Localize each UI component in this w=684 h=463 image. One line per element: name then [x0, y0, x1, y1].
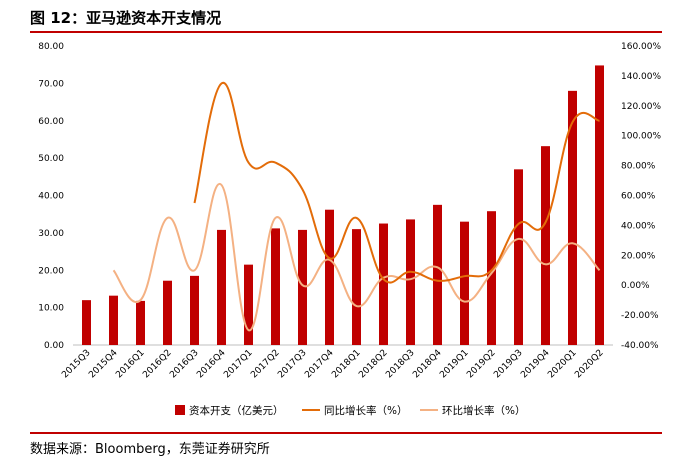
capex-bar: [298, 229, 307, 345]
x-tick-label: 2017Q3: [276, 348, 308, 380]
x-tick-label: 2019Q1: [438, 348, 470, 380]
y-right-tick-label: 60.00%: [621, 192, 656, 202]
y-right-tick-label: 120.00%: [621, 102, 661, 112]
y-left-tick-label: 10.00: [38, 304, 64, 314]
capex-bar: [325, 209, 334, 345]
y-right-tick-label: 100.00%: [621, 132, 661, 142]
capex-bar: [109, 295, 118, 345]
x-tick-label: 2017Q4: [303, 348, 336, 381]
y-left-tick-label: 0.00: [44, 341, 64, 351]
x-tick-label: 2016Q1: [114, 348, 146, 380]
y-right-tick-label: 140.00%: [621, 72, 661, 82]
y-left-tick-label: 20.00: [38, 266, 64, 276]
x-tick-label: 2016Q4: [195, 348, 228, 381]
capex-bar: [568, 90, 577, 345]
y-right-tick-label: 40.00%: [621, 221, 656, 231]
capex-bar: [352, 229, 361, 345]
x-tick-label: 2016Q3: [168, 348, 200, 380]
y-right-tick-label: -40.00%: [621, 341, 659, 351]
x-tick-label: 2018Q1: [330, 348, 362, 380]
qoq-growth-line: [112, 183, 601, 332]
x-tick-label: 2017Q2: [249, 348, 281, 380]
capex-bar: [271, 228, 280, 345]
bottom-rule: [30, 432, 662, 434]
y-right-tick-label: 160.00%: [621, 42, 661, 52]
capex-bar: [217, 229, 226, 345]
legend-label-yoy: 同比增长率（%）: [324, 404, 407, 417]
y-right-tick-label: 80.00%: [621, 162, 656, 172]
y-left-tick-label: 70.00: [38, 79, 64, 89]
x-tick-label: 2020Q1: [546, 348, 578, 380]
capex-bar: [379, 223, 388, 345]
x-tick-label: 2019Q4: [519, 348, 552, 381]
source-note: 数据来源：Bloomberg，东莞证券研究所: [30, 442, 270, 457]
y-left-tick-label: 80.00: [38, 42, 64, 52]
y-right-tick-label: 20.00%: [621, 251, 656, 261]
capex-bar: [82, 300, 91, 345]
y-right-tick-label: 0.00%: [621, 281, 650, 291]
y-left-tick-label: 40.00: [38, 192, 64, 202]
y-left-tick-label: 30.00: [38, 229, 64, 239]
x-tick-label: 2018Q4: [411, 348, 444, 381]
y-left-tick-label: 60.00: [38, 117, 64, 127]
legend-label-capex: 资本开支（亿美元）: [189, 404, 284, 417]
capex-bar: [433, 204, 442, 345]
x-tick-label: 2019Q3: [492, 348, 524, 380]
figure-title: 图 12：亚马逊资本开支情况: [30, 9, 222, 27]
y-right-tick-label: -20.00%: [621, 311, 659, 321]
x-tick-label: 2018Q3: [384, 348, 416, 380]
capex-bar: [487, 211, 496, 345]
x-tick-label: 2017Q1: [222, 348, 254, 380]
capex-bar: [514, 169, 523, 345]
x-tick-label: 2019Q2: [465, 348, 497, 380]
capex-bar: [136, 300, 145, 345]
y-left-tick-label: 50.00: [38, 154, 64, 164]
x-tick-label: 2015Q3: [60, 348, 92, 380]
x-tick-label: 2020Q2: [573, 348, 605, 380]
capex-bar: [460, 221, 469, 345]
capex-bar: [541, 146, 550, 345]
yoy-growth-line: [193, 82, 600, 284]
x-tick-label: 2016Q2: [141, 348, 173, 380]
top-rule: [30, 31, 662, 33]
x-tick-label: 2018Q2: [357, 348, 389, 380]
capex-bar: [190, 275, 199, 345]
legend-label-qoq: 环比增长率（%）: [442, 404, 525, 417]
legend-swatch-capex: [175, 405, 185, 415]
capex-bar: [406, 219, 415, 345]
capex-bar: [244, 264, 253, 345]
x-tick-label: 2015Q4: [87, 348, 120, 381]
capex-bar: [163, 280, 172, 345]
capex-bar: [595, 65, 604, 345]
